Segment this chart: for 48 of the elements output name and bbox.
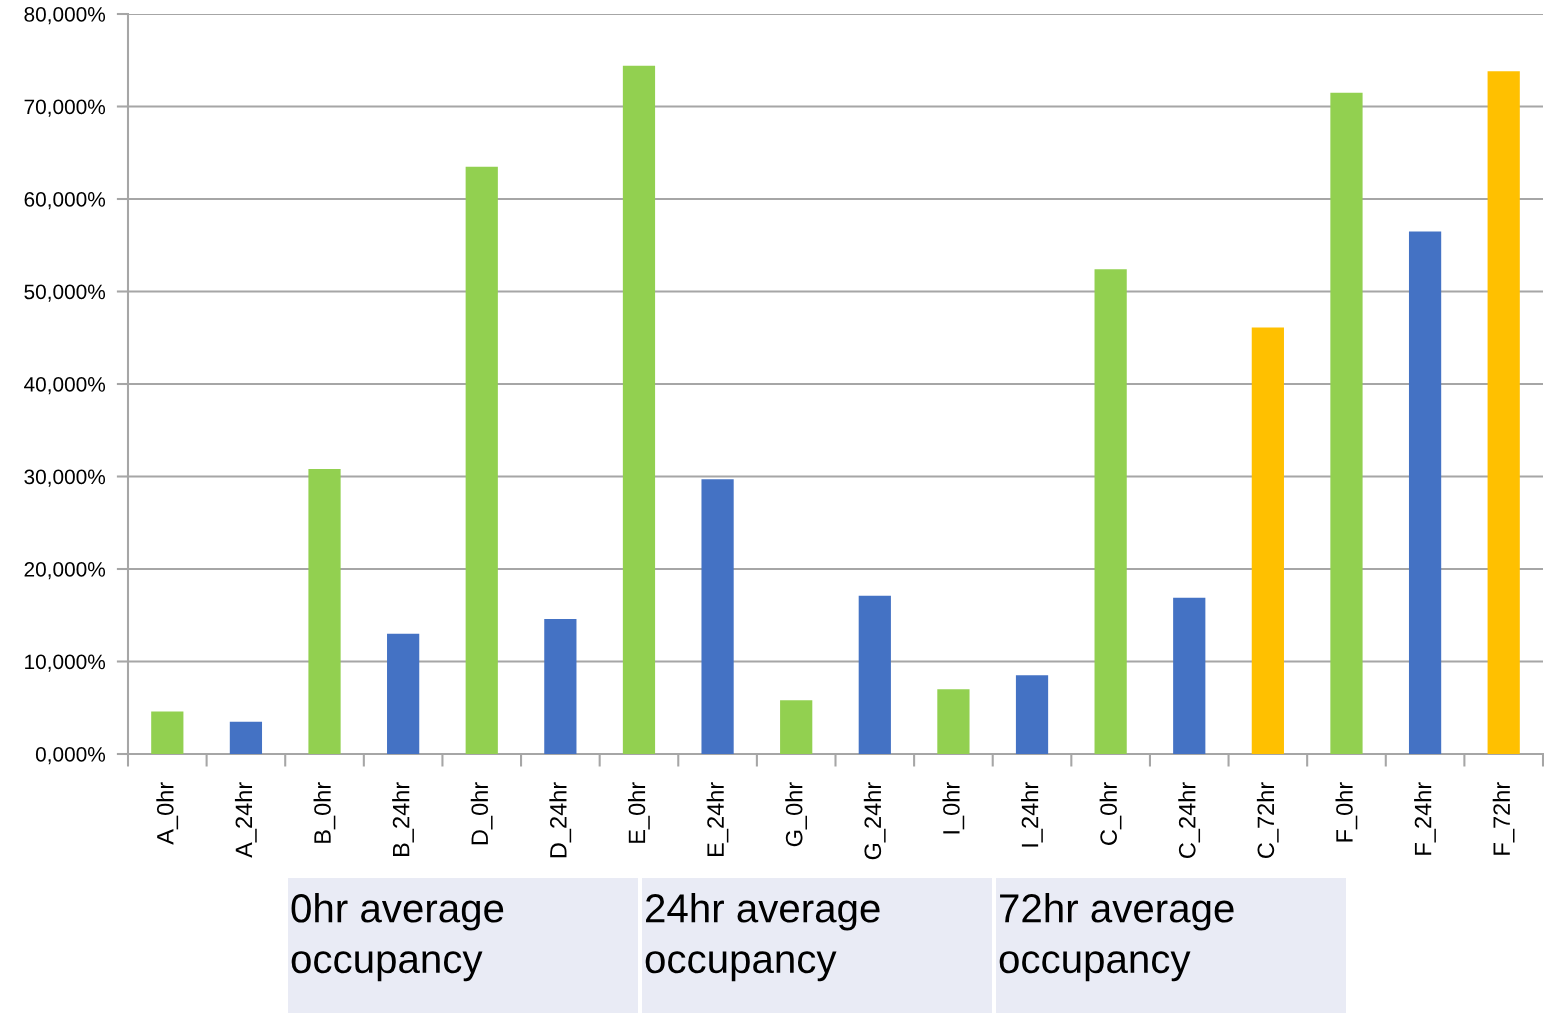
y-tick-label: 0,000% <box>35 747 106 765</box>
bar <box>1330 92 1363 754</box>
y-tick-label: 40,000% <box>24 377 106 395</box>
x-tick-label: I_24hr <box>1021 782 1043 847</box>
bar <box>858 595 891 754</box>
x-tick-label: F_0hr <box>1335 782 1358 842</box>
x-tick-label: E_0hr <box>627 782 650 843</box>
x-tick-label: F_24hr <box>1414 782 1436 855</box>
x-tick-label: C_0hr <box>1099 782 1122 845</box>
bar <box>622 65 656 754</box>
y-tick-label: 70,000% <box>24 99 106 117</box>
x-tick-label: D_24hr <box>549 782 572 858</box>
text: 24hr average occupancy <box>645 893 880 982</box>
y-tick-label: 50,000% <box>24 284 106 302</box>
bar <box>308 469 341 754</box>
bar <box>780 700 813 754</box>
x-tick-label: I_0hr <box>942 782 965 834</box>
bar <box>387 633 420 754</box>
bar <box>1408 231 1442 754</box>
bar <box>701 479 734 754</box>
bar <box>1487 71 1520 754</box>
x-tick-label: B_24hr <box>392 782 414 856</box>
bar <box>1173 597 1206 754</box>
y-tick-label: 30,000% <box>24 469 106 487</box>
y-tick-label: 80,000% <box>24 7 106 25</box>
bar <box>465 166 498 754</box>
x-tick-label: B_0hr <box>313 782 336 843</box>
x-tick-label: E_24hr <box>706 782 729 856</box>
y-tick-label: 10,000% <box>25 654 106 672</box>
y-tick-label: 20,000% <box>24 562 106 580</box>
x-tick-label: G_0hr <box>785 782 807 847</box>
x-tick-label: C_24hr <box>1178 782 1201 859</box>
text: 72hr average occupancy <box>999 893 1234 982</box>
x-tick-label: G_24hr <box>863 782 886 860</box>
x-tick-label: D_0hr <box>470 782 493 845</box>
bar <box>1015 675 1049 754</box>
x-tick-label: C_72hr <box>1256 782 1279 859</box>
x-tick-label: A_24hr <box>234 782 257 858</box>
bar <box>937 689 970 754</box>
bar <box>151 711 184 754</box>
x-tick-label: F_72hr <box>1492 782 1515 855</box>
x-tick-label: A_0hr <box>156 782 179 845</box>
bar <box>1251 327 1284 754</box>
bar <box>544 618 577 754</box>
y-tick-label: 60,000% <box>24 192 106 210</box>
bar <box>229 721 263 754</box>
text: 0hr average occupancy <box>291 893 504 982</box>
bar <box>1094 269 1127 754</box>
